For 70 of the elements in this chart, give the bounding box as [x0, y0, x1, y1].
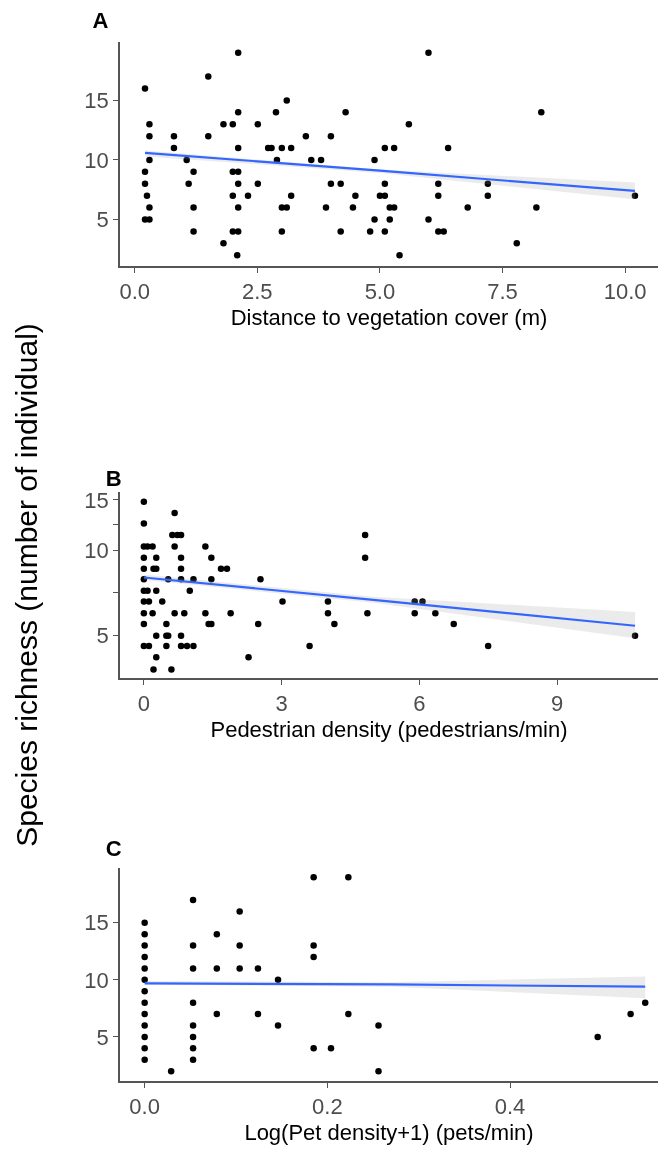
point: [310, 1045, 317, 1052]
point: [189, 999, 197, 1006]
point: [236, 942, 243, 949]
point: [141, 1045, 148, 1052]
point: [141, 1056, 148, 1064]
point: [310, 953, 317, 961]
x-axis-title: Log(Pet density+1) (pets/min): [244, 1119, 534, 1145]
point: [189, 1033, 197, 1041]
x-tick-label: 6: [413, 691, 426, 717]
point: [141, 976, 148, 984]
point: [141, 988, 148, 995]
y-tick-label: 10: [84, 537, 109, 563]
point: [141, 999, 148, 1006]
y-tick-label: 10: [84, 967, 109, 993]
x-tick-label: 0: [137, 691, 150, 717]
point: [167, 1067, 175, 1075]
x-axis-title: Distance to vegetation cover (m): [230, 304, 548, 330]
y-tick-label: 5: [96, 1024, 109, 1050]
point: [141, 1033, 148, 1041]
point: [213, 1010, 221, 1018]
point: [627, 1010, 634, 1018]
y-tick-label: 15: [84, 88, 109, 114]
point: [189, 1022, 197, 1029]
point: [310, 873, 317, 881]
chart-title: C: [105, 835, 122, 861]
y-axis-title: Species richness (number of individual): [9, 323, 43, 847]
x-tick-label: 5.0: [364, 279, 396, 305]
point: [274, 1022, 282, 1029]
point: [141, 1022, 148, 1029]
point: [141, 1010, 148, 1018]
point: [141, 942, 148, 949]
x-tick-label: 9: [550, 691, 564, 717]
point: [345, 1010, 352, 1018]
point: [274, 976, 282, 984]
x-tick-label: 10.0: [603, 279, 647, 305]
point: [345, 873, 352, 881]
x-tick-label: 0.0: [119, 279, 151, 305]
point: [254, 1010, 262, 1018]
y-tick-label: 10: [84, 147, 109, 173]
point: [310, 942, 317, 949]
y-tick-label: 5: [96, 623, 109, 649]
point: [141, 919, 148, 927]
point: [236, 908, 243, 915]
point: [641, 999, 649, 1006]
x-tick-label: 0.4: [494, 1094, 526, 1120]
x-axis-title: Pedestrian density (pedestrians/min): [210, 716, 568, 742]
point: [327, 1045, 335, 1052]
point: [375, 1067, 382, 1075]
point: [594, 1033, 601, 1041]
x-tick-label: 0.0: [129, 1094, 160, 1120]
point: [213, 930, 221, 938]
point: [375, 1022, 382, 1029]
x-tick-label: 3: [275, 691, 288, 717]
point: [189, 896, 197, 904]
x-tick-label: 2.5: [242, 279, 273, 305]
point: [189, 1045, 197, 1052]
point: [213, 965, 221, 972]
y-tick-label: 15: [84, 910, 109, 936]
point: [236, 965, 243, 972]
point: [189, 942, 197, 949]
point: [189, 965, 197, 972]
point: [254, 965, 262, 972]
x-tick-label: 0.2: [312, 1094, 343, 1120]
point: [189, 1056, 197, 1064]
y-tick-label: 5: [96, 207, 109, 233]
point: [141, 930, 148, 938]
x-tick-label: 7.5: [487, 279, 518, 305]
point: [141, 953, 148, 961]
point: [141, 965, 148, 972]
chart-title: A: [92, 7, 109, 33]
